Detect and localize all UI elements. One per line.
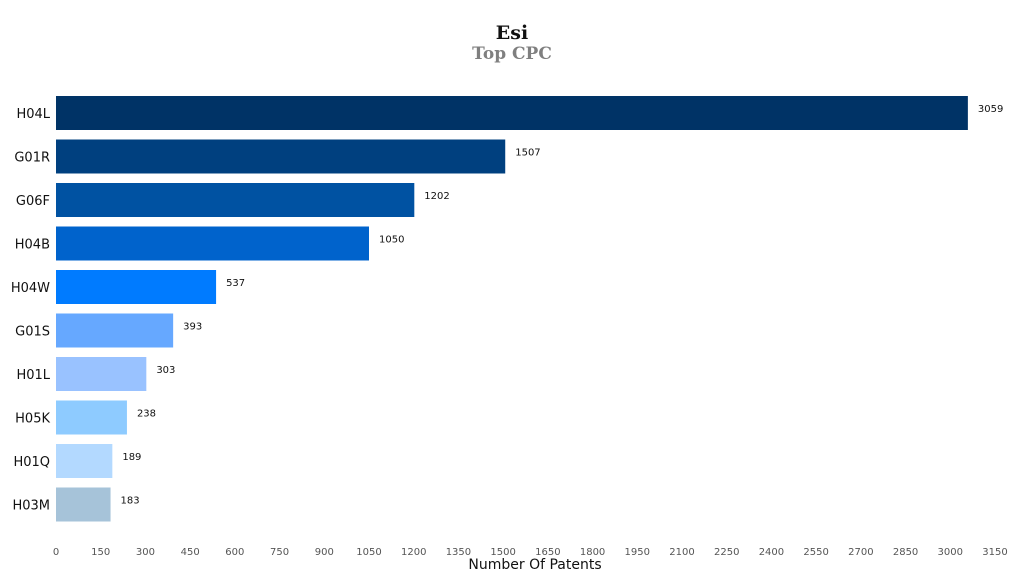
x-tick-1950: 1950 xyxy=(625,547,650,558)
value-label-h04b: 1050 xyxy=(379,235,404,246)
x-tick-1350: 1350 xyxy=(446,547,471,558)
bar-g01s xyxy=(56,313,174,348)
x-tick-150: 150 xyxy=(91,547,110,558)
x-tick-450: 450 xyxy=(181,547,200,558)
category-label-g06f: G06F xyxy=(16,194,50,209)
x-tick-1800: 1800 xyxy=(580,547,605,558)
bar-g01r xyxy=(56,139,506,174)
x-axis-label: Number Of Patents xyxy=(468,557,602,573)
value-label-g06f: 1202 xyxy=(424,191,449,202)
chart-title: Esi xyxy=(495,22,529,44)
x-tick-1050: 1050 xyxy=(356,547,381,558)
x-tick-2250: 2250 xyxy=(714,547,739,558)
bar-h03m xyxy=(56,487,111,522)
x-tick-0: 0 xyxy=(53,547,59,558)
x-tick-2400: 2400 xyxy=(759,547,784,558)
value-label-h01q: 189 xyxy=(122,452,141,463)
category-label-h01l: H01L xyxy=(16,368,50,383)
x-tick-3000: 3000 xyxy=(938,547,963,558)
x-tick-300: 300 xyxy=(136,547,155,558)
category-label-g01s: G01S xyxy=(15,325,50,340)
value-label-h05k: 238 xyxy=(137,409,156,420)
x-tick-2700: 2700 xyxy=(848,547,873,558)
category-label-h05k: H05K xyxy=(15,412,50,427)
x-tick-1500: 1500 xyxy=(490,547,515,558)
category-label-g01r: G01R xyxy=(14,151,50,166)
value-label-h04l: 3059 xyxy=(978,104,1003,115)
bar-h04b xyxy=(56,226,369,261)
value-label-h01l: 303 xyxy=(156,365,175,376)
category-label-h01q: H01Q xyxy=(13,455,50,470)
x-tick-900: 900 xyxy=(315,547,334,558)
value-label-g01r: 1507 xyxy=(515,148,540,159)
x-tick-2550: 2550 xyxy=(803,547,828,558)
category-label-h03m: H03M xyxy=(12,499,50,514)
bar-h04l xyxy=(56,96,968,130)
x-tick-1200: 1200 xyxy=(401,547,426,558)
category-label-h04b: H04B xyxy=(15,238,50,253)
category-label-h04w: H04W xyxy=(11,281,50,296)
category-label-h04l: H04L xyxy=(16,107,50,122)
bar-h01q xyxy=(56,444,113,478)
x-tick-2850: 2850 xyxy=(893,547,918,558)
x-tick-750: 750 xyxy=(270,547,289,558)
x-tick-1650: 1650 xyxy=(535,547,560,558)
bar-h01l xyxy=(56,357,147,391)
value-label-h04w: 537 xyxy=(226,278,245,289)
x-tick-600: 600 xyxy=(225,547,244,558)
value-label-g01s: 393 xyxy=(183,322,202,333)
x-tick-2100: 2100 xyxy=(669,547,694,558)
x-tick-3150: 3150 xyxy=(982,547,1007,558)
bar-h04w xyxy=(56,270,217,304)
bar-h05k xyxy=(56,400,127,435)
value-label-h03m: 183 xyxy=(121,496,140,507)
bar-g06f xyxy=(56,183,415,217)
chart-subtitle: Top CPC xyxy=(472,44,552,64)
